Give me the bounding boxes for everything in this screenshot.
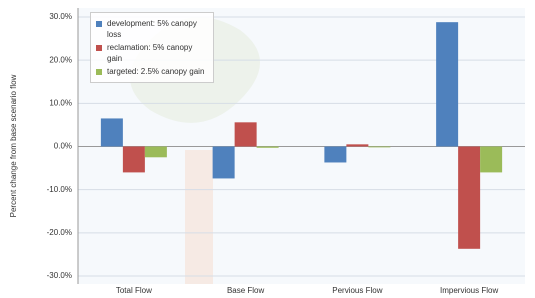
page: Percent change from base scenario flow -… bbox=[0, 0, 535, 298]
bar bbox=[101, 118, 123, 146]
y-tick-label: 0.0% bbox=[54, 142, 72, 151]
y-tick-label: -20.0% bbox=[47, 228, 72, 237]
chart: Percent change from base scenario flow -… bbox=[0, 0, 535, 298]
bar bbox=[213, 147, 235, 179]
legend-label: targeted: 2.5% canopy gain bbox=[107, 66, 204, 77]
x-tick-label: Pervious Flow bbox=[332, 286, 382, 295]
bar bbox=[480, 147, 502, 173]
y-tick-label: -30.0% bbox=[47, 271, 72, 280]
legend-swatch bbox=[96, 69, 102, 75]
legend-label: development: 5% canopy loss bbox=[107, 18, 208, 40]
bar bbox=[257, 147, 279, 148]
watermark-trunk bbox=[185, 150, 213, 284]
bar bbox=[145, 147, 167, 158]
bar bbox=[346, 144, 368, 146]
y-tick-label: 20.0% bbox=[49, 55, 72, 64]
y-axis-title: Percent change from base scenario flow bbox=[9, 74, 18, 217]
bar bbox=[235, 122, 257, 146]
y-tick-label: 30.0% bbox=[49, 12, 72, 21]
y-tick-label: -10.0% bbox=[47, 185, 72, 194]
bar bbox=[123, 147, 145, 173]
legend-item: development: 5% canopy loss bbox=[96, 18, 208, 40]
legend-item: reclamation: 5% canopy gain bbox=[96, 42, 208, 64]
x-tick-label: Impervious Flow bbox=[440, 286, 498, 295]
y-tick-label: 10.0% bbox=[49, 98, 72, 107]
legend-swatch bbox=[96, 21, 102, 27]
bar bbox=[368, 147, 390, 148]
x-tick-label: Total Flow bbox=[116, 286, 152, 295]
bar bbox=[324, 147, 346, 163]
x-tick-label: Base Flow bbox=[227, 286, 265, 295]
bar bbox=[436, 22, 458, 146]
legend-label: reclamation: 5% canopy gain bbox=[107, 42, 208, 64]
legend-item: targeted: 2.5% canopy gain bbox=[96, 66, 208, 77]
bar bbox=[458, 147, 480, 249]
legend-swatch bbox=[96, 45, 102, 51]
